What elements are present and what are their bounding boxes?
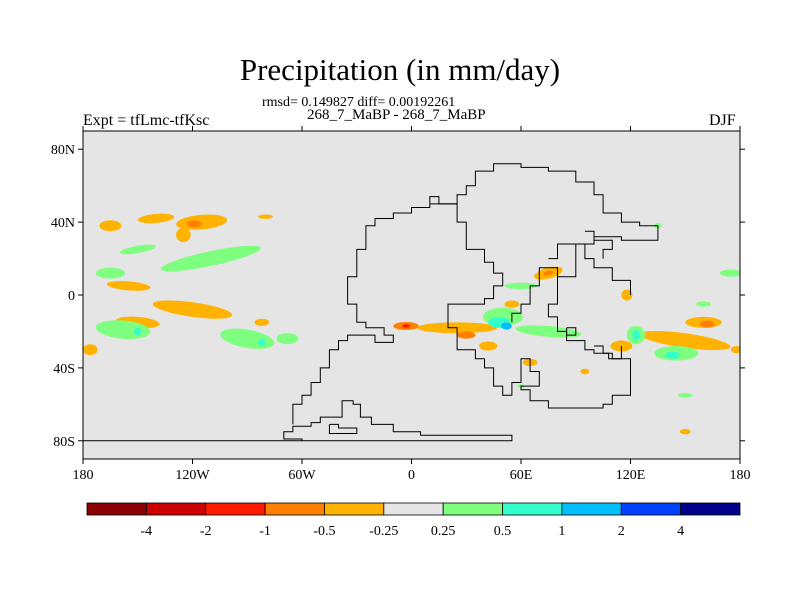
precip-region-36 [730, 346, 740, 354]
y-tick-label-4: 80S [53, 435, 75, 450]
precip-region-35 [699, 320, 715, 328]
colorbar-label-0: -4 [141, 524, 153, 539]
x-tick-label-2: 60W [288, 468, 316, 483]
x-tick-label-1: 120W [175, 468, 210, 483]
precip-region-19 [504, 282, 538, 290]
colorbar-swatch-5 [383, 502, 444, 516]
precip-region-12 [160, 245, 261, 272]
colorbar-label-5: 0.25 [431, 524, 456, 539]
precip-region-22 [402, 324, 410, 328]
coastline-3 [429, 163, 659, 323]
precip-region-3 [176, 227, 191, 243]
x-tick-label-6: 180 [730, 468, 751, 483]
precip-region-49 [457, 331, 476, 339]
coastline-1 [328, 423, 358, 434]
colorbar-label-3: -0.5 [313, 524, 335, 539]
chart-title: Precipitation (in mm/day) [239, 52, 561, 87]
precip-region-28 [504, 300, 520, 308]
colorbar-label-1: -2 [200, 524, 212, 539]
precip-region-1 [137, 213, 175, 224]
precip-region-47 [580, 368, 590, 375]
colorbar-swatch-1 [145, 502, 207, 516]
axes-layer: 180 120W 60W 0 60E 120E 180 80N 40N 0 40S 80S [51, 126, 751, 483]
precip-region-5 [258, 214, 273, 219]
experiment-label: Expt = tfLmc-tfKsc [83, 112, 210, 129]
precip-region-45 [677, 393, 693, 398]
colorbar-swatch-6 [442, 502, 503, 516]
precip-region-37 [621, 289, 633, 301]
colorbar-label-8: 2 [618, 524, 625, 539]
y-tick-label-1: 40N [51, 216, 75, 231]
coastline-4 [548, 243, 631, 295]
precip-region-25 [500, 322, 512, 330]
precip-region-17 [134, 327, 142, 336]
coastline-2 [292, 196, 631, 425]
plot-background [83, 131, 740, 459]
colorbar-swatch-8 [561, 502, 622, 516]
colorbar-swatch-0 [86, 502, 147, 516]
precip-region-0 [99, 220, 122, 232]
coastline-6 [566, 327, 577, 336]
precip-region-26 [515, 325, 582, 338]
precip-region-41 [632, 329, 640, 341]
precip-region-42 [719, 269, 740, 277]
colorbar-swatch-2 [205, 502, 266, 516]
colorbar-label-2: -1 [259, 524, 271, 539]
precip-region-6 [106, 280, 151, 291]
coastline-5 [547, 276, 622, 360]
colorbar-swatch-3 [264, 502, 325, 516]
precip-region-18 [258, 338, 266, 347]
colorbar-swatch-9 [620, 502, 682, 516]
colorbar-swatch-10 [680, 502, 741, 516]
coastline-7 [584, 230, 613, 259]
precip-region-4 [187, 220, 202, 228]
precip-region-30 [543, 270, 554, 276]
precip-region-16 [276, 333, 299, 345]
precip-region-9 [83, 344, 98, 356]
season-label: DJF [709, 112, 736, 129]
y-tick-label-2: 0 [68, 289, 75, 304]
precip-region-11 [119, 244, 156, 255]
precip-region-33 [640, 330, 731, 351]
colorbar-label-6: 0.5 [494, 524, 512, 539]
x-tick-label-0: 180 [73, 468, 94, 483]
precip-region-43 [696, 301, 711, 307]
precip-anomaly-layer [83, 213, 740, 435]
coastline-layer [83, 163, 659, 442]
coastline-0 [83, 400, 513, 442]
statistics-label: rmsd= 0.149827 diff= 0.00192261 [262, 95, 456, 110]
colorbar-swatch-7 [502, 502, 563, 516]
colorbar-label-4: -0.25 [369, 524, 398, 539]
colorbar-label-9: 4 [677, 524, 684, 539]
chart-subtitle: 268_7_MaBP - 268_7_MaBP [307, 107, 486, 123]
x-tick-label-5: 120E [616, 468, 646, 483]
precip-region-13 [95, 267, 125, 279]
x-tick-label-3: 0 [408, 468, 415, 483]
colorbar-swatch-4 [324, 502, 385, 516]
y-tick-label-0: 80N [51, 143, 75, 158]
colorbar-label-7: 1 [558, 524, 565, 539]
precip-region-27 [479, 341, 498, 351]
colorbar: -4 -2 -1 -0.5 -0.25 0.25 0.5 1 2 4 [86, 502, 741, 539]
y-tick-label-3: 40S [53, 362, 75, 377]
precip-region-46 [679, 428, 691, 435]
precip-region-39 [665, 351, 680, 359]
precip-region-7 [152, 300, 233, 319]
x-tick-label-4: 60E [510, 468, 533, 483]
precip-region-10 [254, 318, 270, 326]
